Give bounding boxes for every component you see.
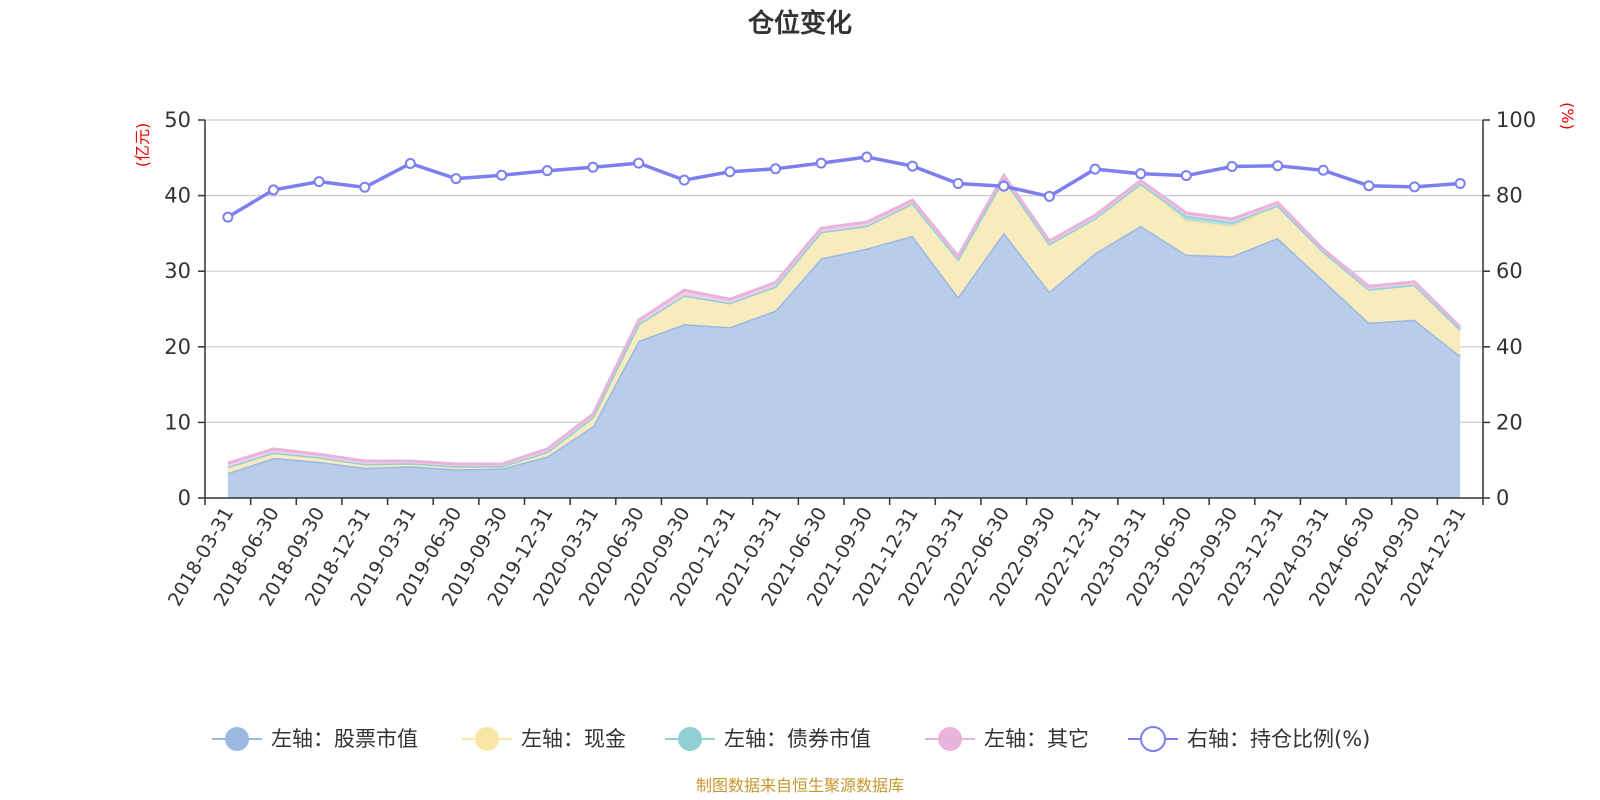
ratio-point [1317, 164, 1329, 176]
legend-marker [225, 727, 249, 751]
ratio-point [1226, 160, 1238, 172]
chart-title: 仓位变化 [747, 8, 852, 39]
ratio-line-path [226, 155, 1461, 219]
ratio-point [1454, 178, 1466, 190]
ratio-point [1180, 170, 1192, 182]
legend-marker [678, 727, 702, 751]
ratio-point [906, 160, 918, 172]
left-tick-label: 30 [164, 259, 191, 283]
ratio-point [770, 163, 782, 175]
ratio-point [861, 151, 873, 163]
legend-label: 左轴：股票市值 [271, 727, 418, 751]
ratio-point [678, 174, 690, 186]
ratio-point [1135, 168, 1147, 180]
ratio-point [541, 165, 553, 177]
ratio-point [633, 157, 645, 169]
ratio-point [404, 157, 416, 169]
area-1 [227, 225, 1461, 499]
ratio-point [450, 173, 462, 185]
right-tick-label: 60 [1496, 259, 1523, 283]
ratio-point [952, 178, 964, 190]
ratio-point [724, 166, 736, 178]
legend-marker [1140, 726, 1166, 752]
ratio-point [359, 181, 371, 193]
legend-label: 左轴：其它 [984, 727, 1089, 751]
ratio-point [496, 169, 508, 181]
legend-label: 左轴：债券市值 [724, 727, 871, 751]
left-axis-unit: (亿元) [133, 123, 152, 168]
source-note: 制图数据来自恒生聚源数据库 [696, 776, 904, 795]
right-tick-label: 20 [1496, 410, 1523, 434]
legend-marker [475, 727, 499, 751]
ratio-point [222, 211, 234, 223]
legend-label: 左轴：现金 [521, 727, 626, 751]
right-tick-label: 80 [1496, 184, 1523, 208]
ratio-point [313, 176, 325, 188]
ratio-line [222, 151, 1466, 223]
right-axis-unit: (%) [1558, 102, 1577, 130]
area-line-4 [227, 172, 1462, 466]
ratio-point [998, 180, 1010, 192]
legend-label: 右轴：持仓比例(%) [1187, 727, 1370, 751]
left-tick-label: 10 [164, 410, 191, 434]
stacked-areas [227, 172, 1462, 499]
ratio-point [815, 157, 827, 169]
ratio-point [1043, 190, 1055, 202]
right-tick-label: 100 [1496, 108, 1536, 132]
ratio-point [1272, 160, 1284, 172]
area-2 [227, 178, 1461, 474]
left-tick-label: 20 [164, 335, 191, 359]
left-tick-label: 50 [164, 108, 191, 132]
legend: 左轴：股票市值 左轴：现金 左轴：债券市值 左轴：其它 右轴：持仓比例(%) [212, 726, 1370, 752]
right-tick-label: 0 [1496, 486, 1509, 510]
ratio-point [587, 161, 599, 173]
ratio-point [267, 184, 279, 196]
ratio-point [1409, 181, 1421, 193]
ratio-point [1089, 163, 1101, 175]
left-tick-label: 40 [164, 184, 191, 208]
legend-marker [938, 727, 962, 751]
ratio-point [1363, 180, 1375, 192]
left-tick-label: 0 [178, 486, 191, 510]
right-tick-label: 40 [1496, 335, 1523, 359]
